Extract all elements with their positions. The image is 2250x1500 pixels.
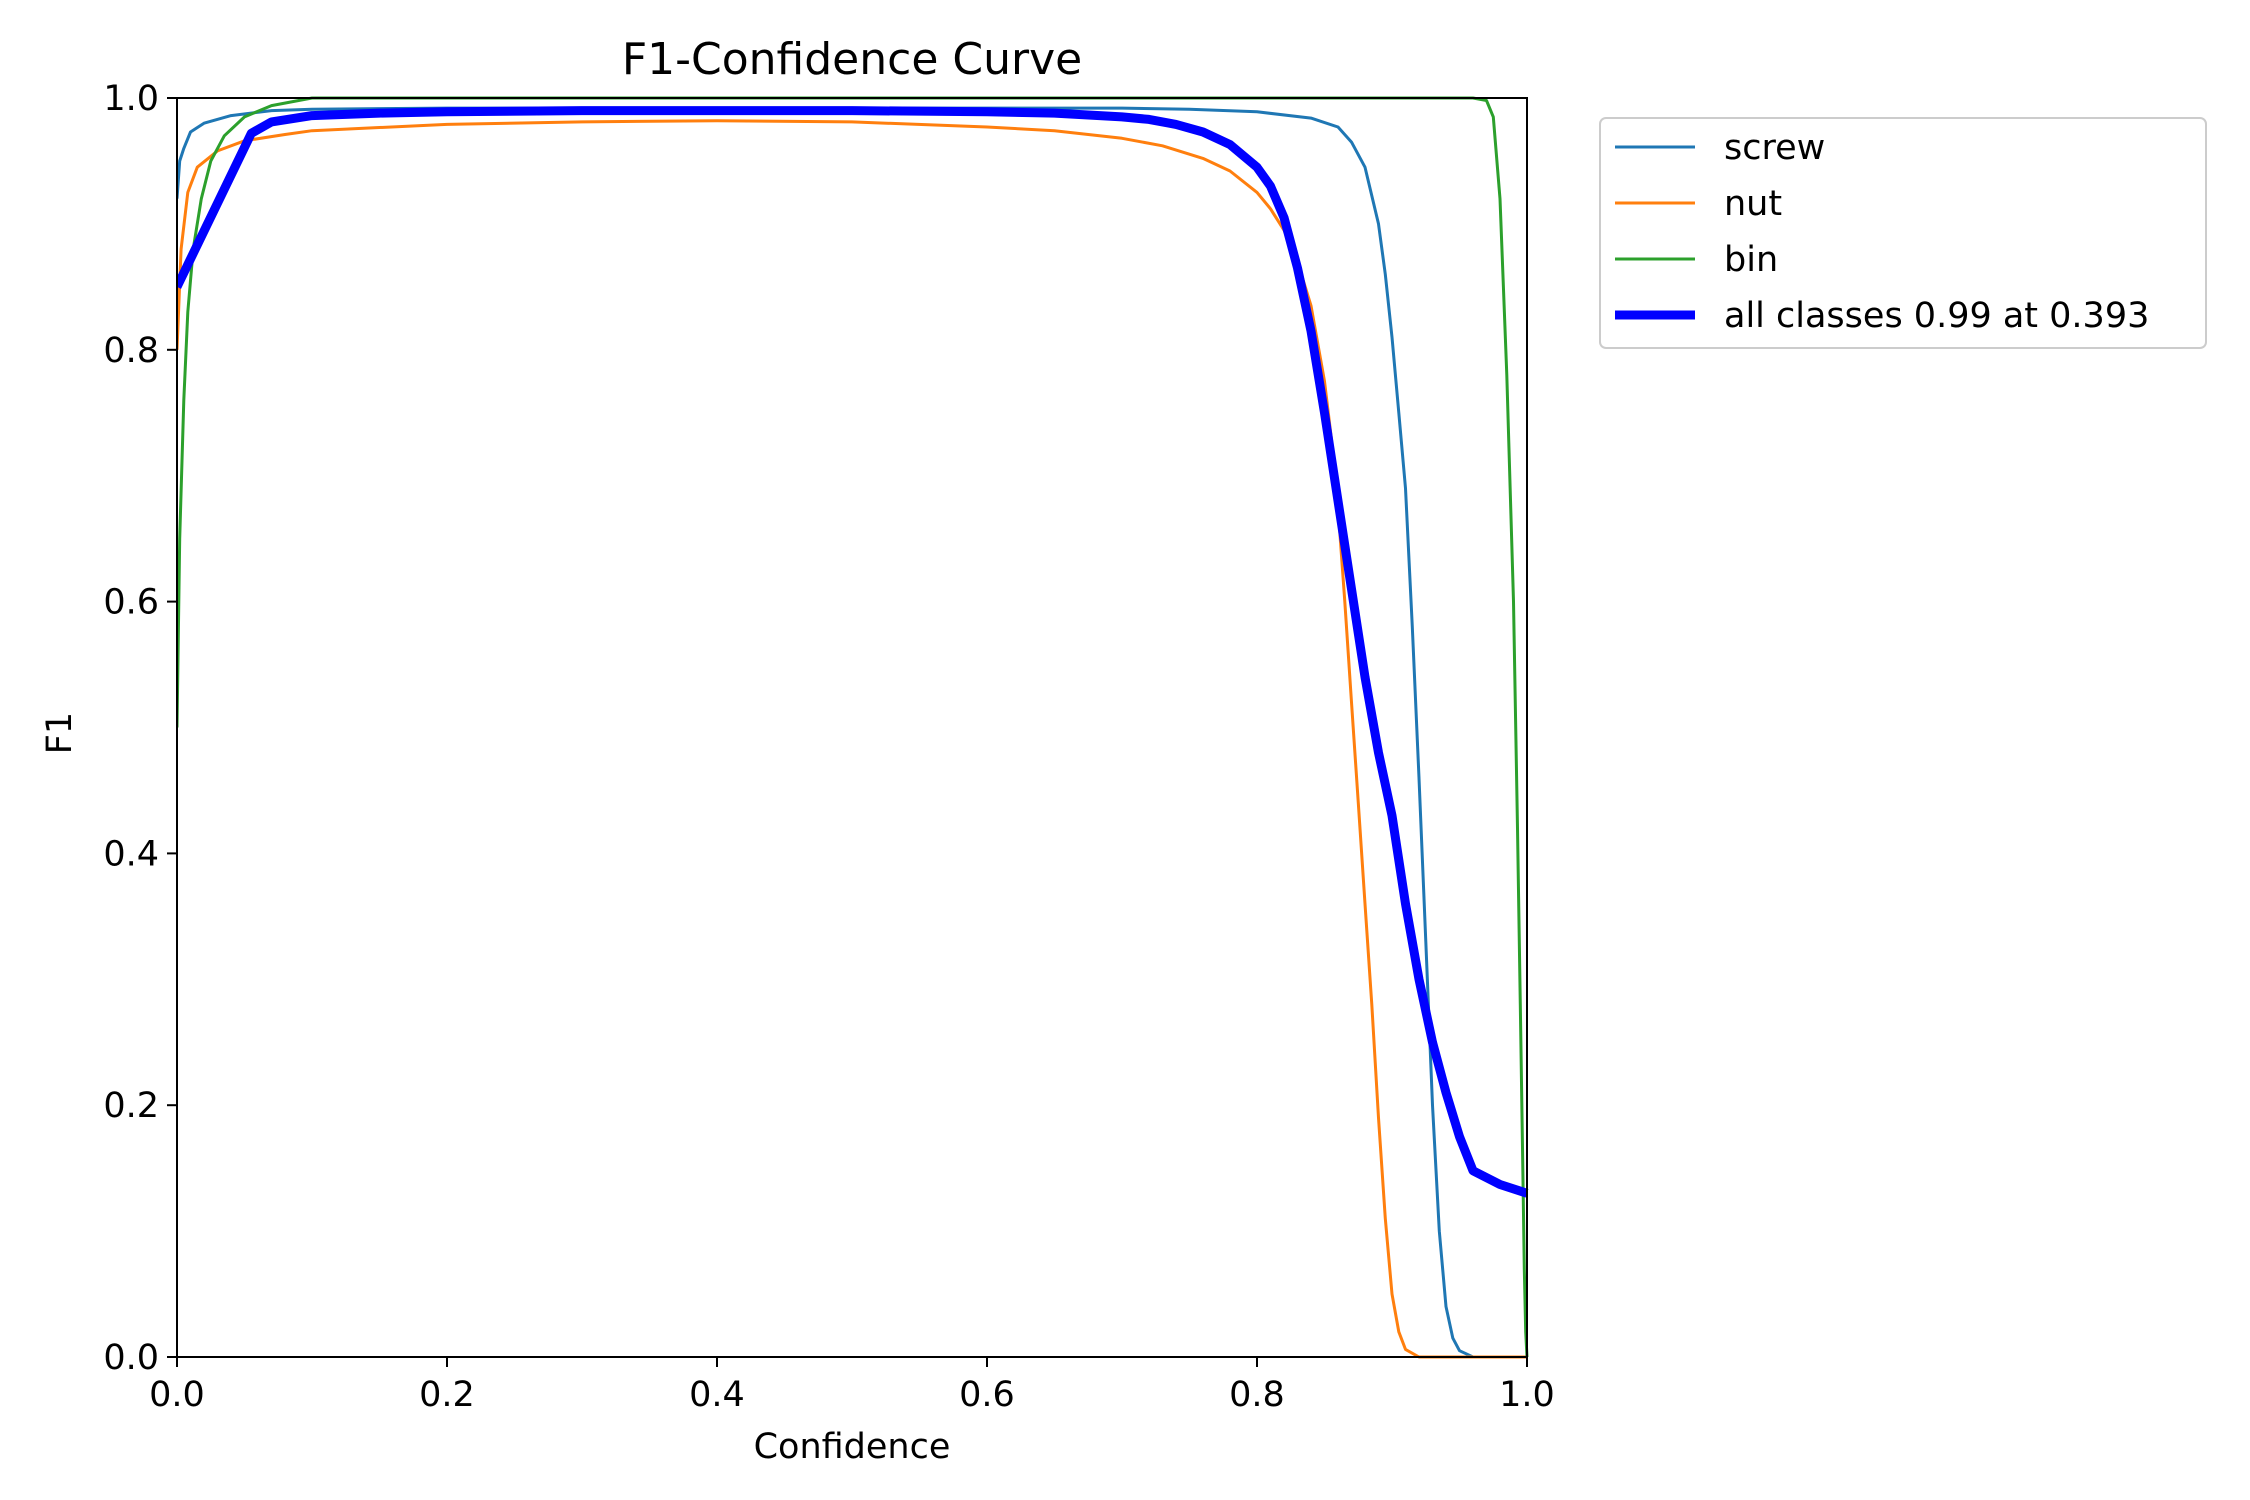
legend-label: screw [1724,128,1825,168]
y-axis-label: F1 [40,712,80,754]
x-tick-label: 0.4 [689,1375,745,1415]
chart-title: F1-Confidence Curve [622,34,1082,85]
y-tick-label: 0.2 [103,1086,159,1126]
plot-frame [176,97,1528,1358]
x-tick-label: 0.6 [959,1375,1015,1415]
legend-label: nut [1724,184,1782,224]
y-axis-ticks: 0.0 0.2 0.4 0.6 0.8 1.0 [103,79,177,1378]
legend-frame [1599,117,2207,349]
legend-items: screw nut bin all classes 0.99 at 0.393 [1615,128,2149,336]
legend: screw nut bin all classes 0.99 at 0.393 [1599,117,2207,349]
legend-label: all classes 0.99 at 0.393 [1724,296,2149,336]
legend-label: bin [1724,240,1778,280]
x-tick-label: 0.0 [149,1375,205,1415]
x-tick-label: 0.8 [1229,1375,1285,1415]
x-tick-label: 0.2 [419,1375,475,1415]
series-line-nut [177,119,1527,1359]
series-line-all [177,106,1529,1198]
plot-area [176,96,1529,1359]
y-tick-label: 0.4 [103,834,159,874]
y-tick-label: 1.0 [103,79,159,119]
y-tick-label: 0.6 [103,583,159,623]
y-tick-label: 0.8 [103,331,159,371]
x-tick-label: 1.0 [1499,1375,1555,1415]
x-axis-ticks: 0.0 0.2 0.4 0.6 0.8 1.0 [149,1357,1555,1415]
x-axis-label: Confidence [754,1427,951,1467]
plot-background [177,98,1527,1357]
y-tick-label: 0.0 [103,1338,159,1378]
